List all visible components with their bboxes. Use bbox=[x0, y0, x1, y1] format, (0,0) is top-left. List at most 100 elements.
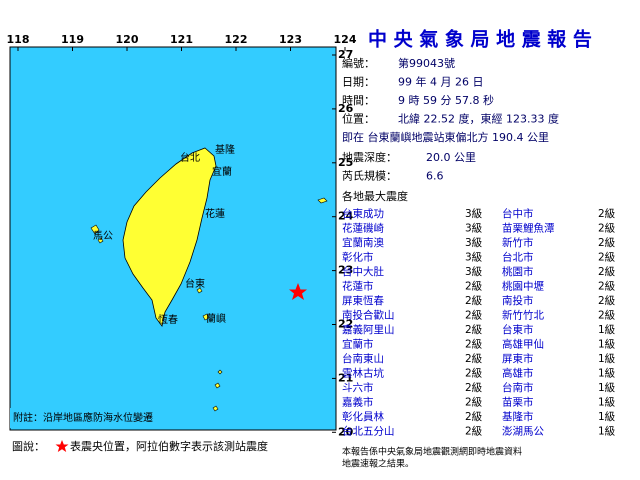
station-name: 嘉義阿里山 bbox=[342, 323, 395, 336]
station-name: 花蓮磯崎 bbox=[342, 222, 384, 235]
legend-text: 表震央位置，阿拉伯數字表示該測站震度 bbox=[70, 439, 268, 453]
lat-label: 22 bbox=[338, 318, 353, 331]
station-name: 南投合歡山 bbox=[342, 309, 395, 322]
place-label: 馬公 bbox=[93, 230, 113, 242]
map-note: 附註：沿岸地區應防海水位變遷 bbox=[13, 411, 153, 424]
station-level: 3級 bbox=[465, 236, 483, 249]
field-value: 第99043號 bbox=[398, 56, 455, 70]
station-level: 1級 bbox=[598, 396, 616, 409]
station-level: 2級 bbox=[598, 251, 616, 264]
station-name: 台中大肚 bbox=[342, 265, 384, 278]
station-name: 宜蘭市 bbox=[342, 338, 374, 351]
note-box bbox=[10, 408, 185, 428]
field-label: 日期： bbox=[342, 76, 375, 89]
station-level: 1級 bbox=[598, 381, 616, 394]
place-label: 台東 bbox=[185, 277, 205, 290]
islands bbox=[196, 287, 223, 412]
station-level: 2級 bbox=[598, 280, 616, 293]
station-name: 高雄甲仙 bbox=[502, 338, 544, 351]
field-label: 地震深度： bbox=[342, 150, 397, 164]
station-name: 宜蘭南澳 bbox=[342, 236, 384, 249]
station-level: 2級 bbox=[598, 222, 616, 235]
station-level: 3級 bbox=[465, 222, 483, 235]
station-level: 2級 bbox=[465, 425, 483, 438]
station-name: 台北市 bbox=[502, 251, 534, 264]
station-level: 2級 bbox=[598, 207, 616, 220]
station-level: 1級 bbox=[598, 323, 616, 336]
station-name: 新竹竹北 bbox=[502, 309, 544, 322]
legend-prefix: 圖說： bbox=[12, 439, 45, 453]
place-label: 基隆 bbox=[215, 143, 235, 156]
station-name: 花蓮市 bbox=[342, 280, 374, 293]
station-name: 高雄市 bbox=[502, 367, 534, 380]
station-name: 台中市 bbox=[502, 207, 534, 220]
field-value: 20.0 公里 bbox=[426, 151, 476, 164]
station-level: 2級 bbox=[465, 396, 483, 409]
place-label: 恆春 bbox=[158, 313, 178, 326]
station-level: 2級 bbox=[465, 338, 483, 351]
lon-label: 122 bbox=[225, 33, 248, 46]
intensity-heading: 各地最大震度 bbox=[342, 189, 408, 203]
station-name: 台東市 bbox=[502, 323, 534, 336]
station-name: 桃園市 bbox=[502, 265, 534, 278]
station-name: 台東成功 bbox=[342, 207, 384, 220]
station-level: 2級 bbox=[465, 294, 483, 307]
station-level: 2級 bbox=[465, 410, 483, 423]
penghu bbox=[90, 224, 104, 244]
place-label: 宜蘭 bbox=[212, 165, 232, 178]
lat-label: 20 bbox=[338, 425, 354, 438]
lat-label: 26 bbox=[338, 102, 354, 115]
station-name: 彰化員林 bbox=[342, 410, 384, 423]
station-name: 斗六市 bbox=[342, 381, 374, 394]
station-level: 2級 bbox=[598, 236, 616, 249]
field-label: 時間： bbox=[342, 94, 375, 107]
station-name: 南投市 bbox=[502, 294, 534, 307]
lon-label: 120 bbox=[116, 33, 139, 46]
field-label: 芮氏規模： bbox=[342, 169, 397, 183]
station-level: 1級 bbox=[598, 425, 616, 438]
station-name: 苗栗市 bbox=[502, 396, 534, 409]
place-label: 蘭嶼 bbox=[206, 312, 226, 325]
station-name: 台南東山 bbox=[342, 352, 384, 365]
report-footer: 本報告係中央氣象局地震觀測網即時地震資料 bbox=[342, 446, 522, 458]
station-name: 嘉義市 bbox=[342, 396, 374, 409]
station-name: 屏東市 bbox=[502, 352, 534, 365]
lon-label: 124 bbox=[334, 33, 357, 46]
station-level: 2級 bbox=[465, 309, 483, 322]
lat-label: 25 bbox=[338, 156, 353, 169]
station-name: 苗栗鯉魚潭 bbox=[502, 222, 555, 235]
lon-label: 123 bbox=[279, 33, 302, 46]
lat-label: 24 bbox=[338, 210, 354, 223]
legend-star bbox=[55, 440, 69, 452]
lat-label: 27 bbox=[338, 48, 353, 61]
field-value: 9 時 59 分 57.8 秒 bbox=[398, 93, 494, 107]
report-title: 中 央 氣 象 局 地 震 報 告 bbox=[368, 28, 592, 51]
taiwan bbox=[122, 147, 217, 327]
field-value: 99 年 4 月 26 日 bbox=[398, 75, 483, 89]
station-level: 2級 bbox=[465, 352, 483, 365]
station-level: 3級 bbox=[465, 207, 483, 220]
location-detail: 即在 台東蘭嶼地震站東偏北方 190.4 公里 bbox=[342, 130, 549, 144]
station-level: 2級 bbox=[465, 280, 483, 293]
station-level: 1級 bbox=[598, 352, 616, 365]
station-name: 台北五分山 bbox=[342, 425, 395, 438]
station-level: 1級 bbox=[598, 367, 616, 380]
station-name: 彰化市 bbox=[342, 251, 374, 264]
lon-label: 118 bbox=[7, 33, 30, 46]
station-name: 屏東恆春 bbox=[342, 294, 384, 307]
station-name: 澎湖馬公 bbox=[502, 426, 544, 438]
place-label: 台北 bbox=[180, 151, 200, 164]
station-name: 雲林古坑 bbox=[342, 367, 384, 380]
station-level: 2級 bbox=[598, 309, 616, 322]
station-level: 1級 bbox=[598, 338, 616, 351]
report-footer: 地震速報之結果。 bbox=[342, 458, 414, 470]
diaoyutai bbox=[317, 197, 328, 204]
epicenter-star bbox=[289, 283, 307, 300]
station-level: 3級 bbox=[465, 251, 483, 264]
station-level: 2級 bbox=[465, 367, 483, 380]
station-name: 新竹市 bbox=[502, 236, 534, 249]
lat-label: 23 bbox=[338, 264, 353, 277]
field-value: 北緯 22.52 度，東經 123.33 度 bbox=[398, 112, 559, 126]
field-value: 6.6 bbox=[426, 170, 444, 183]
